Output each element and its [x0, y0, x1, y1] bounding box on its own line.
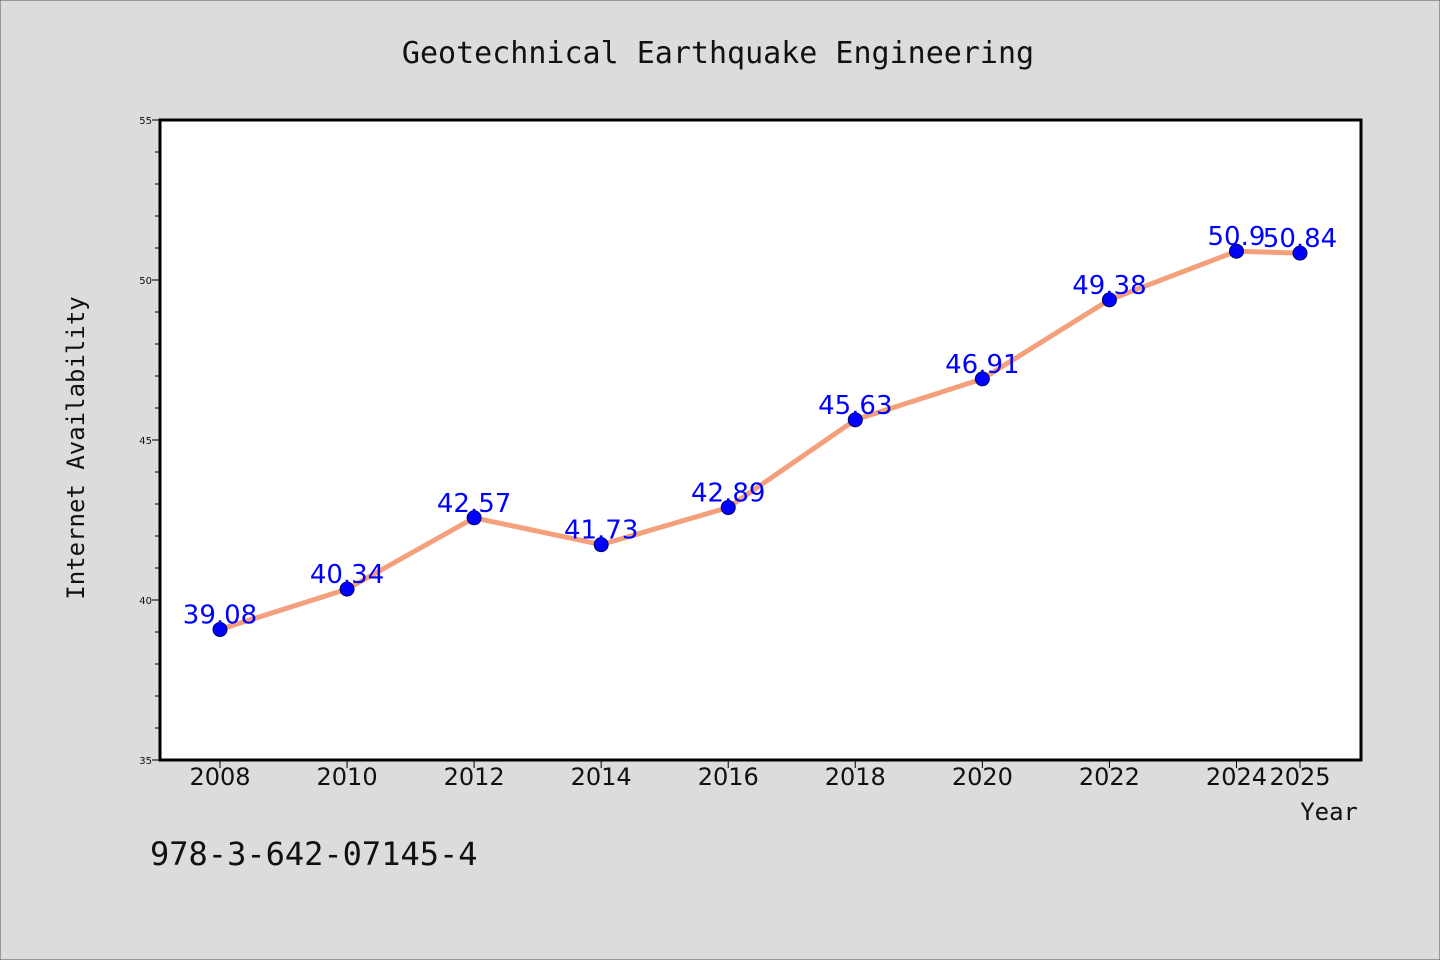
y-tick-label: 45	[139, 436, 152, 447]
data-point	[1101, 292, 1117, 308]
data-label: 46.91	[945, 350, 1019, 380]
series-markers	[212, 243, 1308, 637]
x-tick-label: 2012	[444, 763, 505, 791]
x-tick-label: 2014	[571, 763, 632, 791]
x-axis: 2008 2010 2012 2014 2016 2018 2020 2022 2024 2025	[189, 760, 1331, 791]
y-tick-label: 35	[139, 756, 152, 767]
data-label: 41.73	[564, 516, 638, 546]
x-axis-label: Year	[1300, 798, 1358, 826]
y-tick-label: 40	[139, 596, 152, 607]
data-label: 42.89	[691, 479, 765, 509]
data-label: 40.34	[310, 560, 384, 590]
chart-title: Geotechnical Earthquake Engineering	[402, 36, 1034, 71]
data-point	[1292, 245, 1308, 261]
x-tick-label: 2024	[1206, 763, 1267, 791]
data-label: 49.38	[1072, 271, 1146, 301]
y-axis: 35 40 45 50 55	[139, 116, 160, 767]
y-tick-label: 55	[139, 116, 152, 127]
y-tick-label: 50	[139, 276, 152, 287]
data-label: 50.9	[1208, 222, 1266, 252]
data-point	[212, 621, 228, 637]
x-tick-label: 2018	[825, 763, 886, 791]
data-label: 42.57	[437, 489, 511, 519]
data-point	[593, 537, 609, 553]
x-tick-label: 2010	[317, 763, 378, 791]
x-tick-label: 2025	[1269, 763, 1330, 791]
data-label: 39.08	[183, 600, 257, 630]
data-point	[847, 412, 863, 428]
data-point	[339, 581, 355, 597]
isbn-text: 978-3-642-07145-4	[150, 835, 478, 873]
plot-area	[158, 118, 1363, 762]
series-group: 39.08 40.34 42.57 41.73 42.89 45.63 46.91 49.38…	[183, 222, 1337, 637]
series-line	[217, 248, 1303, 632]
data-labels: 39.08 40.34 42.57 41.73 42.89 45.63 46.91 49.38…	[183, 222, 1337, 630]
data-label: 50.84	[1263, 224, 1337, 254]
data-point	[1228, 243, 1244, 259]
data-point	[466, 510, 482, 526]
data-point	[974, 371, 990, 387]
y-axis-label: Internet Availability	[62, 296, 90, 599]
x-tick-label: 2008	[189, 763, 250, 791]
x-tick-label: 2016	[698, 763, 759, 791]
x-tick-label: 2022	[1079, 763, 1140, 791]
data-point	[720, 500, 736, 516]
data-label: 45.63	[818, 391, 892, 421]
x-tick-label: 2020	[952, 763, 1013, 791]
